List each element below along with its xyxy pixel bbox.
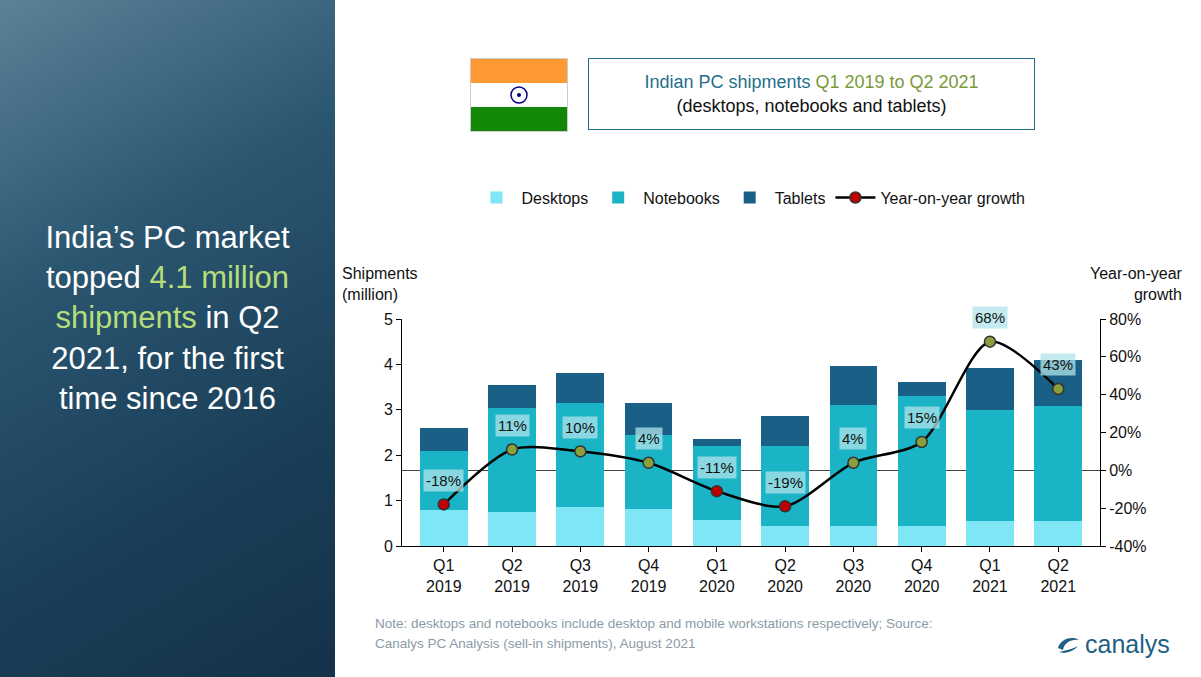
svg-text:4: 4	[384, 356, 393, 373]
svg-text:-20%: -20%	[1109, 500, 1146, 517]
svg-text:Q12019: Q12019	[426, 557, 462, 595]
svg-text:2: 2	[384, 447, 393, 464]
svg-text:-11%: -11%	[700, 459, 734, 476]
svg-text:Q22019: Q22019	[494, 557, 530, 595]
svg-text:20%: 20%	[1109, 424, 1141, 441]
svg-text:Year-on-year growth: Year-on-year growth	[880, 190, 1024, 207]
svg-text:5: 5	[384, 311, 393, 328]
svg-text:Notebooks: Notebooks	[643, 190, 720, 207]
html-text:Note: desktops and notebooks i: Note: desktops and notebooks include des…	[375, 616, 933, 651]
svg-text:0: 0	[384, 538, 393, 555]
svg-text:43%: 43%	[1043, 356, 1073, 373]
svg-text:68%: 68%	[975, 309, 1005, 326]
svg-text:80%: 80%	[1109, 311, 1141, 328]
svg-text:Year-on-yeargrowth: Year-on-yeargrowth	[1090, 265, 1183, 303]
svg-text:Q32020: Q32020	[836, 557, 872, 595]
svg-text:40%: 40%	[1109, 386, 1141, 403]
svg-text:4%: 4%	[638, 430, 660, 447]
svg-text:3: 3	[384, 401, 393, 418]
svg-text:1: 1	[384, 492, 393, 509]
svg-text:-18%: -18%	[426, 472, 461, 489]
svg-text:Q42020: Q42020	[904, 557, 940, 595]
svg-text:10%: 10%	[565, 419, 595, 436]
svg-text:Shipments(million): Shipments(million)	[342, 265, 418, 303]
svg-text:15%: 15%	[907, 409, 937, 426]
html-text:(desktops, notebooks and table: (desktops, notebooks and tablets)	[676, 96, 947, 116]
svg-text:Q42019: Q42019	[631, 557, 667, 595]
svg-text:0%: 0%	[1109, 462, 1132, 479]
html-text:India’s PC market topped 4.1 m: India’s PC market topped 4.1 million shi…	[45, 219, 290, 416]
svg-text:Q12021: Q12021	[972, 557, 1008, 595]
html-text:Indian PC shipments Q1 2019 to: Indian PC shipments Q1 2019 to Q2 2021	[644, 71, 979, 92]
svg-text:Q22020: Q22020	[767, 557, 803, 595]
html-text:canalys: canalys	[1085, 630, 1170, 658]
svg-text:Q32019: Q32019	[563, 557, 599, 595]
svg-text:11%: 11%	[498, 417, 527, 434]
svg-text:-40%: -40%	[1109, 538, 1146, 555]
svg-text:Q12020: Q12020	[699, 557, 735, 595]
svg-text:60%: 60%	[1109, 348, 1141, 365]
svg-text:-19%: -19%	[768, 474, 803, 491]
svg-text:Tablets: Tablets	[775, 190, 826, 207]
svg-text:Q22021: Q22021	[1040, 557, 1076, 595]
svg-text:4%: 4%	[842, 430, 864, 447]
svg-text:Desktops: Desktops	[522, 190, 589, 207]
